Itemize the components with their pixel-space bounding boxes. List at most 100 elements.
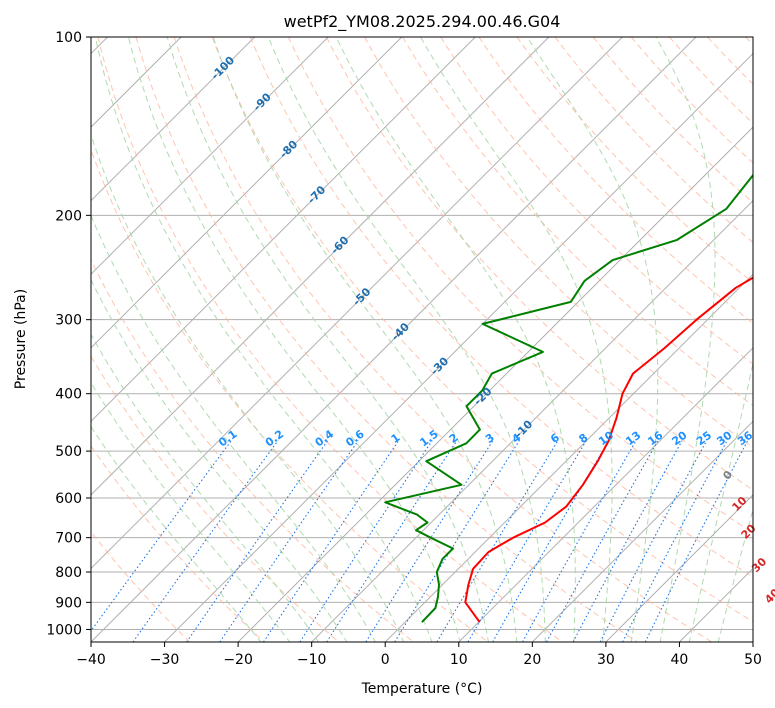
moist-adiabat-line xyxy=(94,37,433,642)
dry-adiabat-label: 20 xyxy=(739,521,759,541)
dry-adiabat-label: 0 xyxy=(720,468,735,483)
x-tick-label: 30 xyxy=(597,652,615,668)
moist-adiabat-line xyxy=(91,214,376,642)
y-tick-label: 500 xyxy=(55,444,82,460)
dry-adiabat-line xyxy=(91,148,489,642)
x-axis-label: Temperature (°C) xyxy=(361,681,483,697)
isotherm-line xyxy=(311,199,753,642)
mixing-ratio-label: 6 xyxy=(548,431,562,446)
x-tick-label: −30 xyxy=(150,652,180,668)
x-tick-label: 10 xyxy=(450,652,468,668)
moist-adiabat-line xyxy=(212,37,518,642)
x-tick-label: −10 xyxy=(297,652,327,668)
moist-adiabat-line xyxy=(335,37,576,642)
mixing-ratio-label: 36 xyxy=(735,428,755,448)
y-tick-label: 100 xyxy=(55,30,82,46)
chart-title: wetPf2_YM08.2025.294.00.46.G04 xyxy=(284,12,561,32)
isotherm-line xyxy=(91,37,550,496)
x-tick-label: 40 xyxy=(671,652,689,668)
moist-adiabat-line xyxy=(91,425,262,642)
temperature-profile-line xyxy=(464,276,753,623)
y-axis-label: Pressure (hPa) xyxy=(13,289,29,389)
x-tick-label: 50 xyxy=(744,652,762,668)
moist-adiabat-line xyxy=(91,133,405,642)
isotherm-line xyxy=(458,347,753,642)
mixing-ratio-line xyxy=(299,440,433,642)
isotherm-line xyxy=(384,273,753,642)
x-tick-label: 20 xyxy=(523,652,541,668)
mixing-ratio-line xyxy=(91,440,232,632)
mixing-ratio-line xyxy=(467,440,587,642)
dry-adiabat-line xyxy=(440,37,753,365)
mixing-ratio-line xyxy=(522,440,637,642)
moist-adiabat-line xyxy=(91,381,291,642)
mixing-ratio-line xyxy=(365,440,494,642)
moist-adiabat-line xyxy=(717,507,753,642)
dry-adiabat-label: 10 xyxy=(729,494,749,514)
mixing-ratio-line xyxy=(326,440,458,642)
y-tick-label: 900 xyxy=(55,595,82,611)
isotherm-line xyxy=(605,494,753,642)
isotherm-line xyxy=(91,37,476,423)
mixing-ratio-line xyxy=(572,440,683,642)
isotherm-line xyxy=(91,37,623,570)
dry-adiabat-line xyxy=(97,37,563,642)
isotherm-line xyxy=(679,567,753,642)
moist-adiabat-line xyxy=(128,37,461,642)
mixing-ratio-label: 16 xyxy=(645,428,665,448)
mixing-ratio-line xyxy=(492,440,610,642)
isotherm-line xyxy=(752,641,753,642)
mixing-ratio-label: 13 xyxy=(623,429,643,449)
isotherm-line xyxy=(91,37,256,202)
y-tick-label: 800 xyxy=(55,565,82,581)
y-tick-label: 600 xyxy=(55,491,82,507)
dry-adiabat-line xyxy=(745,37,753,46)
dry-adiabat-label: 40 xyxy=(762,586,775,606)
dry-adiabat-line xyxy=(211,37,753,623)
mixing-ratio-label: 3 xyxy=(483,431,497,446)
isotherm-line xyxy=(91,37,403,349)
y-tick-label: 400 xyxy=(55,387,82,403)
dry-adiabat-line xyxy=(91,445,265,642)
dry-adiabat-line xyxy=(287,37,753,534)
dry-adiabat-line xyxy=(554,37,753,244)
y-tick-label: 1000 xyxy=(46,622,82,638)
moist-adiabat-line xyxy=(688,360,753,642)
mixing-ratio-line xyxy=(186,440,329,642)
moist-adiabat-line xyxy=(420,37,613,642)
mixing-ratio-line xyxy=(132,440,279,642)
mixing-ratio-label: 1 xyxy=(389,431,403,446)
mixing-ratio-line xyxy=(436,440,559,642)
dry-adiabat-line xyxy=(669,37,753,125)
dry-adiabat-line xyxy=(478,37,753,324)
x-tick-label: −40 xyxy=(76,652,106,668)
y-tick-label: 200 xyxy=(55,208,82,224)
x-tick-label: −20 xyxy=(223,652,253,668)
mixing-ratio-label: 0.2 xyxy=(263,427,286,449)
dry-adiabat-line xyxy=(91,258,414,642)
mixing-ratio-line xyxy=(263,440,400,642)
dry-adiabat-line xyxy=(91,355,340,642)
dry-adiabat-line xyxy=(592,37,753,204)
isotherm-line xyxy=(164,52,753,642)
dry-adiabat-line xyxy=(402,37,753,407)
isotherm-line xyxy=(531,420,753,642)
mixing-ratio-line xyxy=(394,440,520,642)
mixing-ratio-label: 30 xyxy=(714,428,734,448)
plot-frame xyxy=(90,36,754,643)
isotherm-line xyxy=(237,126,753,642)
mixing-ratio-label: 2 xyxy=(447,431,461,446)
dry-adiabat-line xyxy=(364,37,753,449)
isotherm-line xyxy=(91,37,697,642)
x-tick-label: 0 xyxy=(381,652,390,668)
mixing-ratio-label: 1.5 xyxy=(417,427,440,449)
moist-adiabat-line xyxy=(267,37,546,642)
isotherm-line xyxy=(91,37,329,275)
mixing-ratio-label: 20 xyxy=(669,428,689,448)
moist-adiabat-line xyxy=(166,37,489,642)
dry-adiabat-line xyxy=(91,531,191,642)
moist-adiabat-line xyxy=(526,37,659,642)
moist-adiabat-line xyxy=(91,333,320,642)
